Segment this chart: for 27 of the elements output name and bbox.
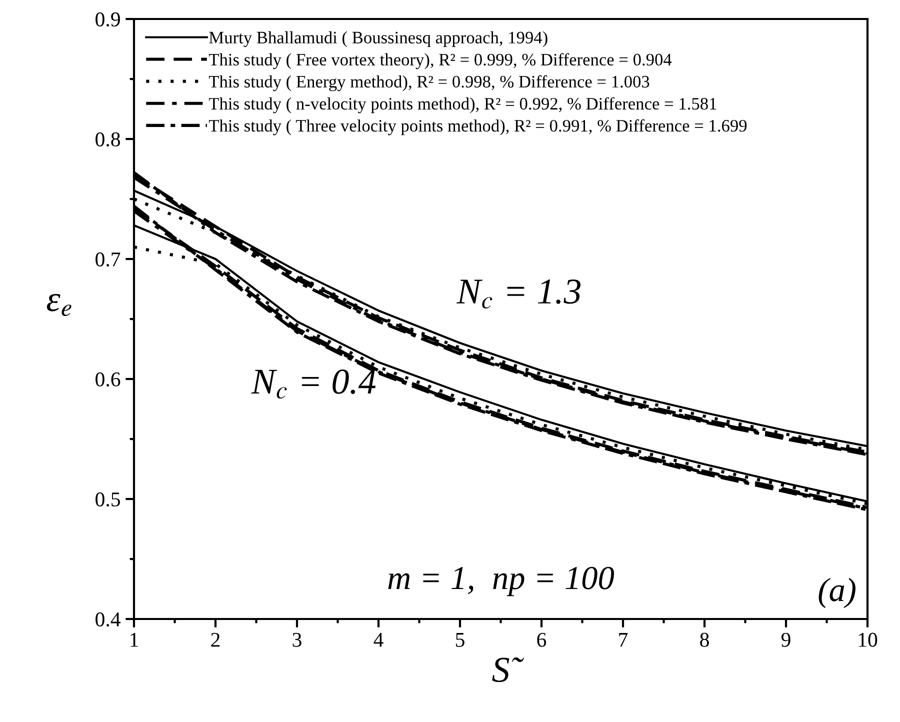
annotation: N$_{c}$ = 1.3	[456, 279, 581, 308]
y-tick-label: 0.8	[96, 132, 120, 147]
x-axis-title: S̃	[492, 657, 524, 682]
x-tick-label: 5	[456, 633, 464, 647]
x-tick-label: 4	[374, 632, 384, 647]
x-tick-label: 3	[292, 632, 302, 647]
annotation: (a)	[818, 578, 856, 608]
legend-label: This study ( Three velocity points method), R² = 0.991, % Difference = 1.699	[208, 119, 747, 136]
y-axis-title: ε$_{e}$	[46, 294, 72, 316]
legend-label: This study ( Free vortex theory), R² = 0.999, % Difference = 0.904	[208, 53, 672, 70]
x-tick-label: 2	[211, 632, 220, 647]
legend-label: Murty Bhallamudi ( Boussinesq approach, 1994)	[209, 31, 548, 48]
annotation: m = 1, np = 100	[388, 566, 614, 596]
x-tick-label: 7	[619, 633, 628, 647]
y-tick-label: 0.5	[96, 492, 120, 507]
y-tick-label: 0.6	[96, 372, 120, 387]
x-tick-label: 8	[700, 632, 709, 647]
y-tick-label: 0.4	[96, 612, 120, 627]
x-tick-label: 6	[537, 632, 546, 647]
legend-label: This study ( n-velocity points method), R² = 0.992, % Difference = 1.581	[208, 97, 716, 114]
x-tick-label: 9	[781, 632, 790, 647]
annotation: N$_{c}$ = 0.4	[251, 369, 376, 399]
x-tick-label: 1	[130, 632, 138, 647]
legend-label: This study ( Energy method), R² = 0.998, % Difference = 1.003	[208, 75, 650, 92]
y-tick-label: 0.9	[96, 12, 120, 27]
x-tick-label: 10	[858, 632, 878, 647]
y-tick-label: 0.7	[96, 252, 120, 267]
